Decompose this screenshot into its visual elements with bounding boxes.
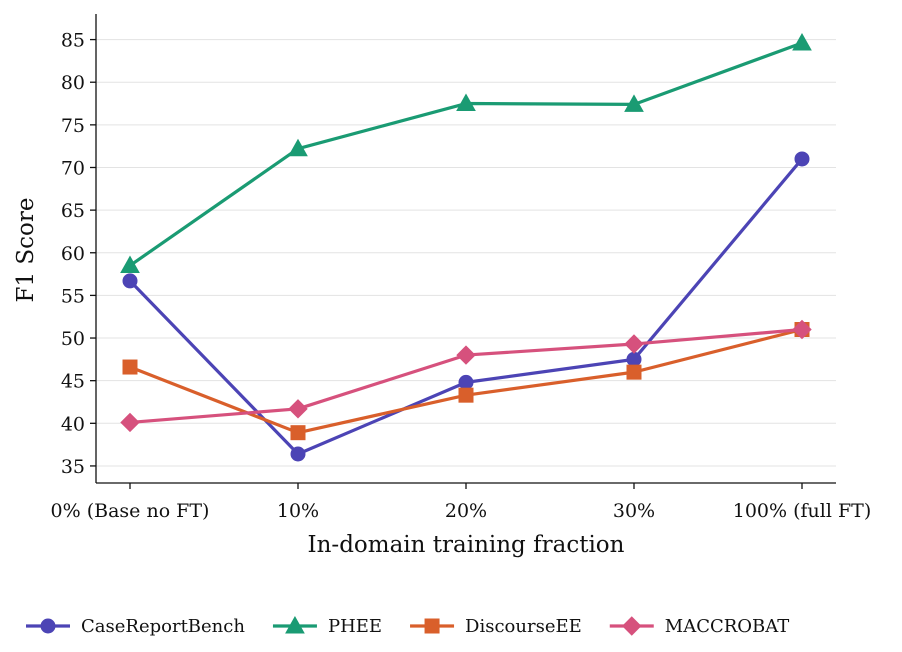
y-tick-label: 85 [61, 30, 85, 52]
legend-item-maccrobat: MACCROBAT [609, 616, 790, 637]
y-tick-label: 65 [61, 200, 85, 222]
legend-marker-phee [285, 615, 305, 634]
y-tick-label: 70 [61, 157, 85, 179]
legend-label: DiscourseEE [465, 616, 582, 637]
y-tick-label: 45 [61, 371, 85, 393]
data-point-discourseee [290, 425, 306, 441]
data-point-discourseee [626, 364, 642, 380]
x-axis-ticks: 0% (Base no FT) 10% 20% 30% 100% (full FT) [51, 483, 872, 522]
y-axis-label: F1 Score [13, 198, 39, 303]
data-point-phee [792, 32, 812, 51]
legend-item-phee: PHEE [272, 615, 382, 637]
data-point-phee [456, 93, 476, 112]
data-point-maccrobat [624, 334, 644, 354]
legend-label: PHEE [328, 616, 382, 637]
legend-marker-discourseee [424, 618, 440, 634]
y-tick-label: 60 [61, 243, 85, 265]
gridlines [96, 39, 836, 467]
legend: CaseReportBench PHEE DiscourseEE MACCROBAT [26, 615, 790, 637]
data-point-maccrobat [120, 412, 140, 433]
data-point-casereportbench [794, 151, 810, 167]
data-point-phee [120, 255, 140, 274]
data-point-discourseee [458, 387, 474, 403]
legend-item-discourseee: DiscourseEE [410, 616, 582, 637]
series-maccrobat [120, 319, 812, 433]
data-point-phee [288, 138, 308, 157]
data-point-casereportbench [458, 374, 474, 390]
y-tick-label: 80 [61, 72, 85, 94]
y-tick-label: 55 [61, 285, 85, 307]
data-point-maccrobat [456, 345, 476, 365]
x-tick-label: 0% (Base no FT) [51, 500, 210, 522]
y-tick-label: 75 [61, 115, 85, 137]
x-axis-label: In-domain training fraction [308, 532, 625, 558]
legend-marker-maccrobat [622, 616, 642, 636]
y-axis-ticks: 35 40 45 50 55 60 65 70 75 80 85 [61, 30, 96, 478]
x-tick-label: 10% [277, 500, 319, 522]
y-tick-label: 35 [61, 456, 85, 478]
x-tick-label: 30% [613, 500, 655, 522]
data-point-casereportbench [122, 273, 138, 289]
x-tick-label: 20% [445, 500, 487, 522]
data-point-casereportbench [626, 351, 642, 367]
legend-label: MACCROBAT [665, 616, 790, 637]
y-tick-label: 40 [61, 413, 85, 435]
series-line-phee [129, 41, 803, 267]
legend-label: CaseReportBench [81, 616, 245, 637]
data-point-discourseee [122, 359, 138, 375]
series-layer [120, 32, 812, 462]
data-point-casereportbench [290, 446, 306, 462]
legend-marker-casereportbench [40, 618, 56, 634]
series-phee [120, 32, 812, 274]
x-tick-label: 100% (full FT) [733, 500, 872, 522]
series-line-casereportbench [128, 157, 804, 456]
y-tick-label: 50 [61, 328, 85, 350]
data-point-phee [624, 94, 644, 112]
data-point-maccrobat [288, 399, 308, 419]
legend-item-casereportbench: CaseReportBench [26, 616, 245, 637]
data-point-maccrobat [792, 319, 812, 340]
